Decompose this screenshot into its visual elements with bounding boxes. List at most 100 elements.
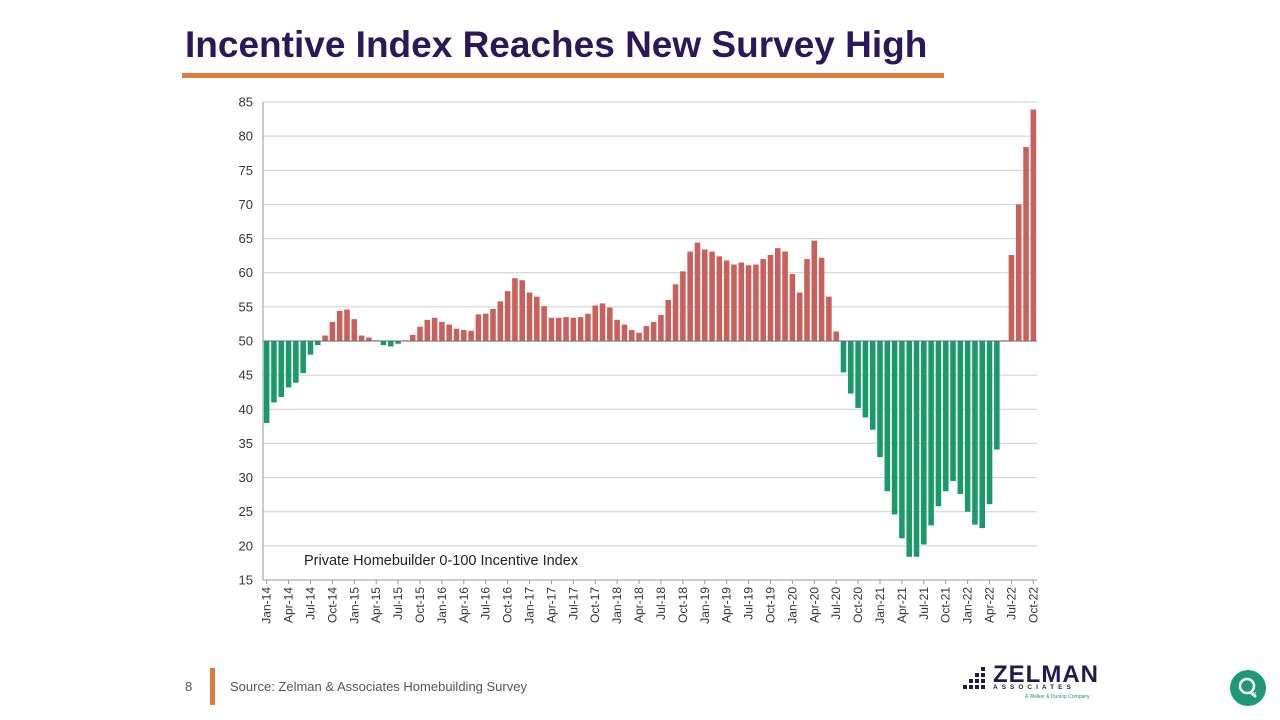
bar bbox=[592, 305, 599, 341]
bar bbox=[577, 317, 584, 341]
bar bbox=[344, 309, 350, 341]
x-tick-label: Oct-18 bbox=[676, 587, 690, 623]
y-tick-label: 45 bbox=[239, 368, 253, 383]
svg-text:x: x bbox=[1253, 691, 1257, 698]
x-tick-label: Apr-15 bbox=[369, 587, 383, 623]
x-tick-label: Oct-20 bbox=[851, 587, 865, 623]
bar bbox=[643, 325, 650, 341]
bar bbox=[767, 254, 774, 341]
x-axis: Jan-14 Apr-14 Jul-14 Oct-14 Jan-15 Apr-15 Jul-… bbox=[260, 579, 1040, 624]
bar bbox=[519, 280, 525, 341]
bar bbox=[395, 341, 401, 344]
bar bbox=[555, 317, 562, 341]
y-tick-label: 25 bbox=[239, 504, 253, 519]
x-tick-label: Apr-14 bbox=[282, 587, 296, 623]
x-tick-label: Jan-16 bbox=[435, 587, 449, 624]
bar bbox=[855, 341, 861, 408]
x-tick-label: Jul-19 bbox=[742, 587, 756, 620]
y-tick-label: 70 bbox=[239, 197, 253, 212]
bar bbox=[439, 321, 445, 341]
bar bbox=[650, 321, 657, 341]
x-tick-label: Oct-16 bbox=[501, 587, 515, 623]
slide-title: Incentive Index Reaches New Survey High bbox=[185, 24, 928, 65]
x-tick-label: Jan-17 bbox=[523, 587, 537, 624]
x-tick-label: Jul-20 bbox=[829, 587, 843, 620]
bar bbox=[731, 264, 737, 341]
bar bbox=[628, 330, 635, 341]
logo-tagline: A Walker & Dunlop Company bbox=[1025, 694, 1090, 700]
bar bbox=[482, 313, 489, 341]
bar bbox=[351, 319, 358, 341]
bar bbox=[512, 278, 518, 341]
bar bbox=[614, 319, 620, 341]
page-number: 8 bbox=[185, 679, 193, 694]
bar bbox=[986, 341, 993, 505]
assistant-button[interactable]: x bbox=[1230, 670, 1266, 706]
bar bbox=[468, 330, 474, 341]
bar bbox=[672, 284, 679, 341]
bar bbox=[285, 341, 292, 388]
x-tick-label: Jul-14 bbox=[303, 587, 317, 620]
y-tick-label: 85 bbox=[239, 95, 253, 110]
title-underline bbox=[182, 73, 944, 78]
x-tick-label: Oct-22 bbox=[1026, 587, 1040, 623]
bar bbox=[461, 330, 467, 341]
bar bbox=[293, 341, 299, 383]
bar bbox=[964, 341, 971, 512]
bar bbox=[979, 341, 986, 529]
bar bbox=[1023, 147, 1029, 341]
y-tick-label: 15 bbox=[239, 573, 253, 588]
bar bbox=[271, 341, 277, 403]
x-tick-label: Oct-21 bbox=[939, 587, 953, 623]
bar bbox=[314, 341, 321, 346]
x-tick-label: Jul-21 bbox=[917, 587, 931, 620]
y-tick-label: 35 bbox=[239, 436, 253, 451]
logo-subtitle: ASSOCIATES bbox=[993, 684, 1075, 691]
bar bbox=[833, 331, 839, 341]
bar bbox=[899, 341, 905, 539]
bar bbox=[585, 313, 591, 341]
y-tick-label: 80 bbox=[239, 129, 253, 144]
y-tick-label: 75 bbox=[239, 163, 253, 178]
x-tick-label: Apr-17 bbox=[544, 587, 558, 623]
x-tick-label: Jan-15 bbox=[347, 587, 361, 624]
x-tick-label: Jul-15 bbox=[391, 587, 405, 620]
bar bbox=[417, 326, 423, 341]
bar bbox=[388, 341, 394, 347]
bar bbox=[366, 337, 372, 341]
bar bbox=[840, 341, 847, 373]
bar bbox=[891, 341, 898, 515]
bar bbox=[1015, 204, 1022, 341]
x-tick-label: Apr-21 bbox=[895, 587, 909, 623]
bar bbox=[972, 341, 978, 525]
bar bbox=[424, 319, 431, 341]
bar bbox=[409, 334, 416, 341]
x-tick-label: Jan-14 bbox=[260, 587, 274, 624]
x-tick-label: Oct-19 bbox=[763, 587, 777, 623]
bar bbox=[848, 341, 854, 394]
bar bbox=[723, 260, 730, 341]
bar bbox=[694, 242, 701, 341]
bar bbox=[884, 341, 891, 492]
bar bbox=[869, 341, 876, 430]
bar bbox=[826, 296, 832, 341]
bar bbox=[607, 307, 613, 341]
bar bbox=[446, 324, 452, 341]
bar bbox=[534, 296, 540, 341]
logo-name: ZELMAN bbox=[993, 661, 1099, 688]
bar bbox=[745, 265, 752, 341]
bar bbox=[329, 321, 336, 341]
bar bbox=[804, 259, 810, 341]
bar bbox=[753, 264, 759, 341]
bar bbox=[782, 251, 788, 341]
x-tick-label: Apr-22 bbox=[983, 587, 997, 623]
bar bbox=[957, 341, 964, 494]
x-tick-label: Jan-21 bbox=[873, 587, 887, 624]
bar bbox=[599, 303, 606, 341]
bar bbox=[680, 271, 686, 341]
bars bbox=[263, 109, 1037, 557]
bar bbox=[994, 341, 1000, 450]
bar bbox=[358, 335, 365, 341]
bar bbox=[942, 341, 949, 492]
bar bbox=[504, 291, 511, 341]
